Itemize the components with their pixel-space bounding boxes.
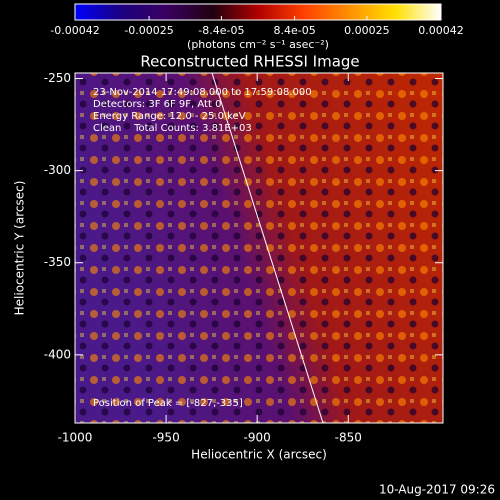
colorbar-tick-label: 0.00042 [418, 24, 464, 37]
image-texture [75, 73, 443, 423]
chart-title: Reconstructed RHESSI Image [140, 53, 359, 71]
colorbar-tick-label: 8.4e-05 [273, 24, 315, 37]
y-tick-label: -250 [44, 71, 71, 85]
x-tick-label: -900 [244, 431, 271, 445]
annotation: Position of Peak = [-827,-335] [93, 398, 243, 409]
x-axis-label: Heliocentric X (arcsec) [191, 448, 327, 462]
colorbar-tick-label: -0.00025 [124, 24, 173, 37]
x-tick-label: -850 [335, 431, 362, 445]
colorbar-tick-label: -0.00042 [50, 24, 99, 37]
colorbar-label: (photons cm⁻² s⁻¹ asec⁻²) [187, 38, 329, 51]
annotation: Energy Range: 12.0 - 25.0 keV [93, 111, 246, 122]
annotation: Clean Total Counts: 3.81E+03 [93, 123, 252, 134]
annotation: 23-Nov-2014 17:49:08.000 to 17:59:08.000 [93, 87, 312, 98]
x-tick-label: -950 [152, 431, 179, 445]
colorbar-tick-label: 0.00025 [344, 24, 390, 37]
y-axis-label: Heliocentric Y (arcsec) [13, 181, 27, 316]
footer: 10-Aug-2017 09:26 [379, 483, 495, 497]
y-tick-label: -400 [44, 347, 71, 361]
x-tick-label: -1000 [58, 431, 93, 445]
limb [211, 73, 324, 423]
annotation: Detectors: 3F 6F 9F, Att 0 [93, 99, 221, 110]
colorbar-tick-label: -8.4e-05 [198, 24, 244, 37]
y-tick-label: -350 [44, 255, 71, 269]
plot-frame [74, 72, 444, 424]
y-tick-label: -300 [44, 163, 71, 177]
colorbar [74, 3, 442, 21]
